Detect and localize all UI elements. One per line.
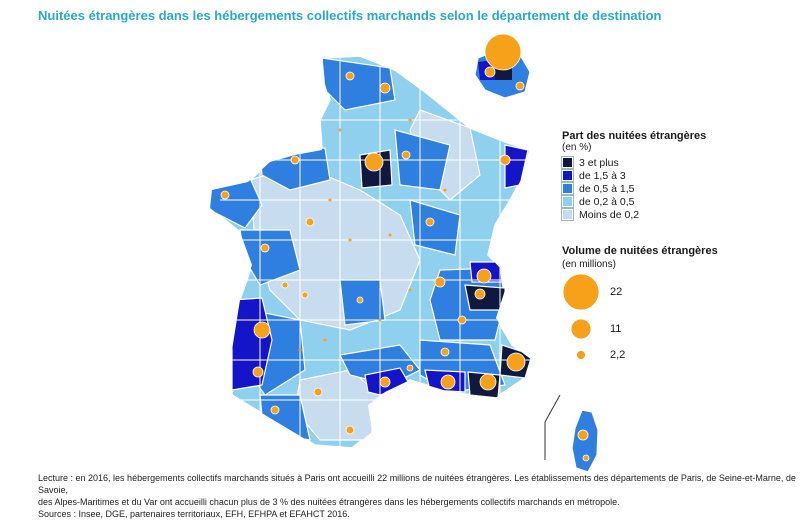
legend-swatch [561,208,574,221]
legend-item: de 1,5 à 3 [561,169,792,182]
legend-swatch [561,182,574,195]
legend-label: de 1,5 à 3 [579,169,626,182]
volume-dot [323,338,327,342]
share-legend: Part des nuitées étrangères (en %) 3 et … [561,130,792,221]
bubble-normandy [290,155,300,165]
bubble-strasbourg [499,154,511,166]
bubble-loire [260,243,270,253]
volume-dot [443,188,447,192]
bubble-idf-small [515,81,525,91]
volume-dot [338,128,342,132]
volume-bubbles [220,33,600,462]
dept-haut-rhin [504,144,529,189]
corsica-separator [544,394,561,460]
legend-label: de 0,5 à 1,5 [579,182,635,195]
bubble-gironde [253,321,271,339]
volume-dot [298,348,302,352]
france-departments [209,55,533,449]
legend-label: Moins de 0,2 [579,208,640,221]
bubble-herault [379,376,391,388]
map-title: Nuitées étrangères dans les hébergements… [38,8,662,23]
bubble-bouches-du-rhone [440,374,456,390]
bubble-isere [457,315,467,325]
bubble-paris [484,33,522,71]
bubble-corsica-south [582,454,590,462]
volume-dot [328,198,332,202]
bubble-charente [281,281,289,289]
inset-paris [495,68,512,80]
legend-bubble-2-2 [576,350,586,360]
legend-swatch [561,156,574,169]
bubble-perpignan [345,425,355,435]
footnote-reading: Lecture : en 2016, les hébergements coll… [38,473,796,495]
bubble-auvergne [356,296,364,304]
legend-bubble-11 [570,318,592,340]
corsica-shape [571,409,599,473]
bubble-pyrenees [252,366,264,378]
bubble-tours [305,217,315,227]
bubble-lyon [434,276,446,288]
volume-dot [408,288,412,292]
volume-dot [348,238,352,242]
legend-label: 3 et plus [579,156,619,169]
bubble-var [479,373,497,391]
bubble-dijon [425,217,435,227]
dept-landes-gironde [231,297,273,391]
legend-item: 3 et plus [561,156,792,169]
legend-label: de 0,2 à 0,5 [579,195,635,208]
bubble-savoie [474,288,486,300]
bubble-limousin [301,291,309,299]
footnote-reading-cont: des Alpes-Maritimes et du Var ont accuei… [38,497,620,507]
footnote-sources: Sources : Insee, DGE, partenaires territ… [38,509,350,519]
bubble-reims [401,150,411,160]
volume-legend-label-11: 11 [610,323,622,335]
legend-bubble-22 [562,273,600,311]
legend-item: de 0,5 à 1,5 [561,182,792,195]
volume-dot [378,318,382,322]
bubble-pau [270,405,280,415]
bubble-lille [379,82,391,94]
bubble-seine-et-marne [364,152,384,172]
bubble-nord [345,71,355,81]
share-legend-unit: (en %) [562,142,592,153]
bubble-montpellier [406,364,414,372]
region-auvergne [339,279,386,326]
dept-savoie [464,284,506,311]
bubble-corsica [577,429,589,441]
legend-swatch [561,169,574,182]
volume-legend-title: Volume de nuitées étrangères [562,245,718,257]
legend-swatch [561,195,574,208]
legend-item: de 0,2 à 0,5 [561,195,792,208]
share-legend-title: Part des nuitées étrangères [562,130,707,142]
legend-item: Moins de 0,2 [561,208,792,221]
volume-dots [298,118,447,352]
footnote: Lecture : en 2016, les hébergements coll… [38,472,798,520]
volume-legend-label-2-2: 2,2 [610,349,626,361]
bubble-alpes-maritimes [506,352,526,372]
bubble-haute-savoie [476,268,492,284]
volume-legend-unit: (en millions) [562,259,616,270]
bubble-brittany [220,190,230,200]
bubble-vaucluse [440,347,450,357]
volume-dot [388,233,392,237]
bubble-toulouse [313,387,323,397]
bubble-idf-small [484,66,496,78]
region-burgundy [409,199,461,256]
volume-legend-label-22: 22 [610,286,623,298]
corsica [571,409,599,473]
volume-dot [408,118,412,122]
department-borders [220,56,532,448]
